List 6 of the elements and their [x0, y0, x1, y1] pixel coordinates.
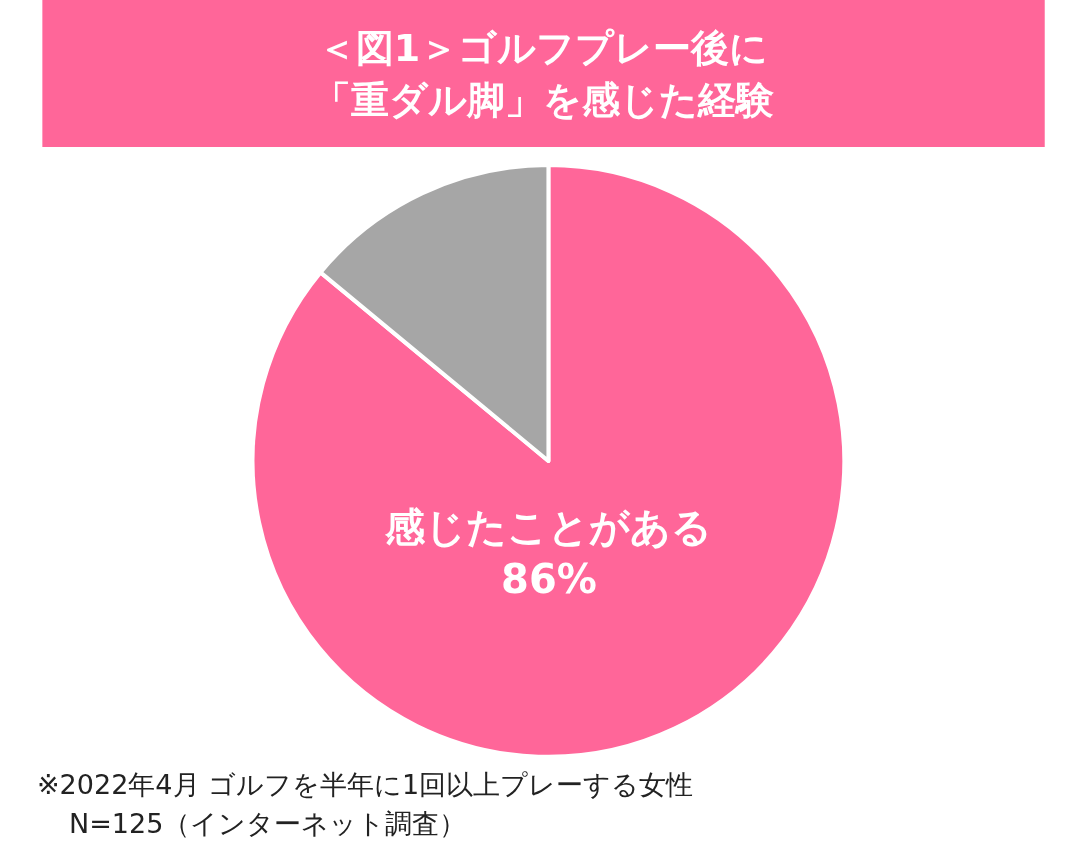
- data-label: 86%: [501, 556, 597, 603]
- chart-subtitle: 「重ダル脚」を感じた経験: [313, 78, 774, 122]
- text: ※2022年4月 ゴルフを半年に1回以上プレーする女性: [37, 769, 694, 800]
- text: N=125（インターネット調査）: [69, 808, 467, 839]
- chart-title: ＜図1＞ゴルフプレー後に: [317, 26, 769, 71]
- slice-label: 感じたことがある: [384, 504, 713, 551]
